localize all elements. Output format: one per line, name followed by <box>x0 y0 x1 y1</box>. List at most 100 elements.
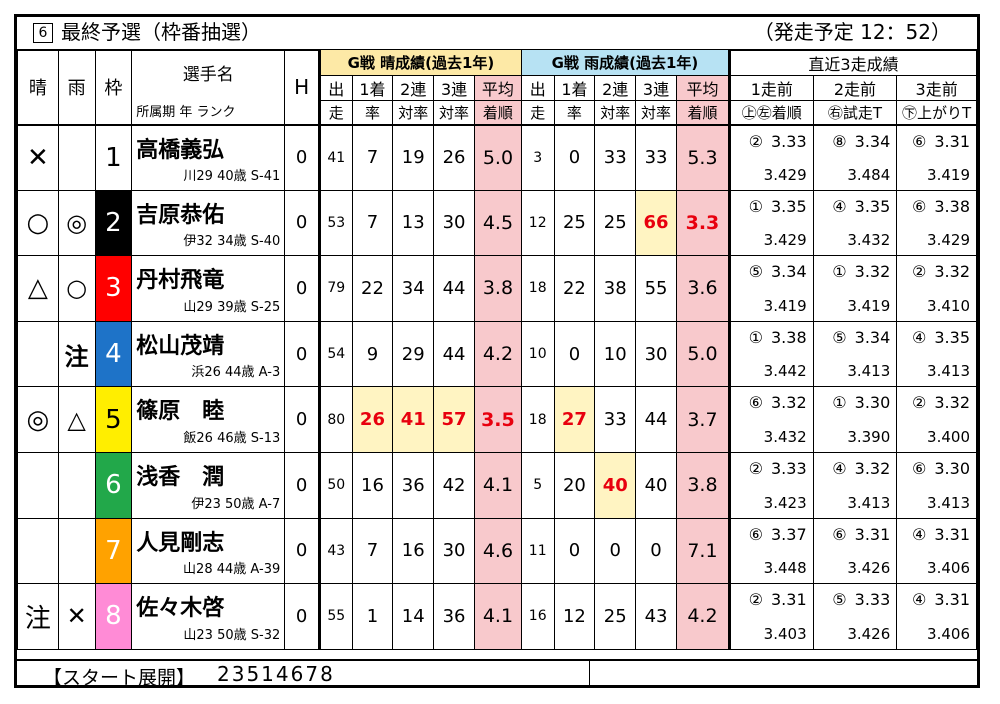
rainy-quinella-rate: 38 <box>594 255 637 322</box>
recent-finish-and-time: ⑤ 3.33 <box>832 590 890 609</box>
sunny-starts: 80 <box>317 386 353 453</box>
recent-finish-position: ② <box>748 590 763 610</box>
player-row: 7 人見剛志 山28 44歳 A-39 0 43 7 16 30 4.6 11 0 0 0 7.1 ⑥ 3.3… <box>17 517 977 585</box>
recent-trial-time: 3.33 <box>771 458 807 478</box>
recent-finish-position: ⑥ <box>912 458 927 478</box>
recent-trial-time: 3.30 <box>934 458 970 478</box>
title-bar: 6 最終予選（枠番抽選） （発走予定 12：52） <box>17 17 977 51</box>
rainy-starts: 10 <box>520 320 555 388</box>
col-recent-2-sub: ㊨試走T <box>812 100 898 126</box>
recent-finish-lap-time: 3.406 <box>927 559 970 578</box>
sunny-quinella-rate: 14 <box>392 583 435 650</box>
rainy-avg-finish: 3.7 <box>675 386 730 453</box>
rainy-win-rate: 20 <box>553 451 596 519</box>
waku-number: 4 <box>94 320 133 388</box>
sunny-avg-finish: 5.0 <box>473 124 522 191</box>
recent-trial-time: 3.32 <box>854 458 891 478</box>
col-waku: 枠 <box>94 49 133 126</box>
player-row: ○ ◎ 2 吉原恭佑 伊32 34歳 S-40 0 53 7 13 30 4.5 12 25 25 66 3.… <box>17 189 977 257</box>
recent-trial-time: 3.31 <box>771 590 807 610</box>
sunny-quinella-rate: 16 <box>392 517 435 585</box>
col-r-two-sub: 対率 <box>594 100 637 126</box>
recent-result-2: ⑤ 3.34 3.413 <box>812 320 898 388</box>
rainy-starts: 12 <box>520 189 555 257</box>
recent-finish-and-time: ⑧ 3.34 <box>832 132 890 151</box>
sunny-avg-finish: 4.2 <box>473 320 522 388</box>
recent-finish-position: ⑤ <box>832 327 847 347</box>
col-s-three: 3連 <box>433 75 475 101</box>
sunny-mark: 注 <box>17 583 59 650</box>
col-r-win: 1着 <box>553 75 596 101</box>
rainy-mark: ✕ <box>57 583 96 650</box>
sunny-mark <box>17 451 59 519</box>
recent-result-1: ⑥ 3.32 3.432 <box>727 386 814 453</box>
handicap-value: 0 <box>284 517 320 585</box>
col-recent-2: 2走前 <box>812 75 898 101</box>
recent-trial-time: 3.35 <box>854 196 891 216</box>
rainy-avg-finish: 3.3 <box>675 189 730 257</box>
player-info: 山28 44歳 A-39 <box>183 562 281 578</box>
start-formation-label: 【スタート展開】 <box>43 667 196 689</box>
rainy-mark: ◎ <box>57 189 96 257</box>
rainy-quinella-rate: 40 <box>594 451 637 519</box>
rainy-mark <box>57 451 96 519</box>
player-info: 浜26 44歳 A-3 <box>191 365 281 381</box>
rainy-mark: 注 <box>57 320 96 388</box>
rainy-quinella-rate: 33 <box>594 386 637 453</box>
player-info: 飯26 46歳 S-13 <box>183 430 281 446</box>
sunny-trio-rate: 36 <box>433 583 475 650</box>
sunny-avg-finish: 4.1 <box>473 451 522 519</box>
sunny-starts: 43 <box>317 517 353 585</box>
recent-finish-lap-time: 3.400 <box>927 427 970 446</box>
rainy-win-rate: 25 <box>553 189 596 257</box>
player-row: 注 ✕ 8 佐々木啓 山23 50歳 S-32 0 55 1 14 36 4.1 16 12 25 43 4.… <box>17 583 977 650</box>
col-s-win: 1着 <box>351 75 394 101</box>
rainy-win-rate: 27 <box>553 386 596 453</box>
recent-trial-time: 3.34 <box>771 262 807 282</box>
player-name: 佐々木啓 <box>136 596 225 622</box>
rainy-avg-finish: 3.8 <box>675 451 730 519</box>
recent-trial-time: 3.31 <box>854 524 891 544</box>
recent-finish-lap-time: 3.413 <box>927 362 970 381</box>
recent-finish-and-time: ④ 3.31 <box>912 525 970 544</box>
start-time: （発走予定 12：52） <box>753 20 951 44</box>
recent-finish-lap-time: 3.419 <box>763 296 807 315</box>
rainy-quinella-rate: 25 <box>594 189 637 257</box>
recent-result-2: ④ 3.35 3.432 <box>812 189 898 257</box>
recent-result-1: ② 3.33 3.423 <box>727 451 814 519</box>
recent-finish-position: ① <box>832 262 847 282</box>
sunny-win-rate: 9 <box>351 320 394 388</box>
recent-finish-position: ⑤ <box>832 590 847 610</box>
rainy-win-rate: 0 <box>553 517 596 585</box>
recent-finish-position: ① <box>748 196 763 216</box>
sunny-mark: ○ <box>17 189 59 257</box>
waku-number: 1 <box>94 124 133 191</box>
col-recent-1-sub: ㊤㊧着順 <box>727 100 814 126</box>
recent-finish-and-time: ⑥ 3.38 <box>912 197 970 216</box>
recent-finish-lap-time: 3.423 <box>763 493 807 512</box>
handicap-value: 0 <box>284 189 320 257</box>
recent-finish-and-time: ⑤ 3.34 <box>749 262 807 281</box>
handicap-value: 0 <box>284 583 320 650</box>
handicap-value: 0 <box>284 451 320 519</box>
player-row: 6 浅香 潤伊23 50歳 A-7 0 50 16 36 42 4.1 5 20 40 40 3.8 ② 3… <box>17 451 977 519</box>
recent-finish-lap-time: 3.429 <box>763 231 807 250</box>
player-name-cell: 丹村飛竜 山29 39歳 S-25 <box>131 255 286 322</box>
recent-finish-and-time: ⑥ 3.30 <box>912 459 970 478</box>
rainy-starts: 3 <box>520 124 555 191</box>
rainy-win-rate: 12 <box>553 583 596 650</box>
recent-finish-position: ④ <box>832 458 847 478</box>
rainy-avg-finish: 5.3 <box>675 124 730 191</box>
col-s-avg-sub: 着順 <box>473 100 522 126</box>
recent-finish-position: ④ <box>832 196 847 216</box>
sunny-win-rate: 22 <box>351 255 394 322</box>
recent-finish-and-time: ① 3.32 <box>832 262 890 281</box>
recent-trial-time: 3.35 <box>934 327 970 347</box>
sunny-mark <box>17 517 59 585</box>
recent-finish-lap-time: 3.484 <box>847 165 891 184</box>
sunny-trio-rate: 30 <box>433 189 475 257</box>
sunny-trio-rate: 57 <box>433 386 475 453</box>
waku-number: 2 <box>94 189 133 257</box>
sunny-mark: ◎ <box>17 386 59 453</box>
player-name-cell: 吉原恭佑 伊32 34歳 S-40 <box>131 189 286 257</box>
